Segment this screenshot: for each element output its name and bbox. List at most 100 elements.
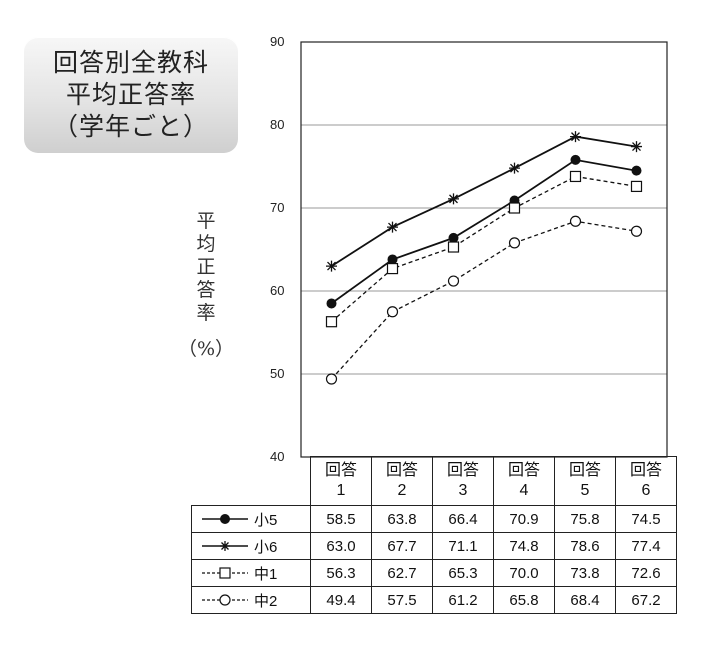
category-header-number: 6: [641, 482, 651, 499]
table-row: 中2 49.4 57.5 61.2 65.8 68.4 67.2: [191, 586, 677, 614]
data-point: [631, 165, 642, 176]
y-tick-label: 90: [270, 34, 284, 49]
table-cell: 74.8: [493, 532, 555, 560]
table-cell: 73.8: [554, 559, 616, 587]
category-header: 回答 6: [615, 456, 677, 506]
series-line: [330, 158, 637, 305]
chart-title-line-1: 回答別全教科: [52, 48, 209, 77]
y-axis-label-char: 正: [196, 256, 216, 278]
y-axis-label-char: 答: [196, 279, 216, 301]
table-row: 中1 56.3 62.7 65.3 70.0 73.8 72.6: [191, 559, 677, 587]
table-cell: 68.4: [554, 586, 616, 614]
table-cell: 67.2: [615, 586, 677, 614]
asterisk-line-legend-icon: [202, 541, 248, 551]
legend-label: 小5: [254, 511, 278, 529]
table-corner: [192, 457, 311, 506]
category-header: 回答 4: [493, 456, 555, 506]
table-cell: 71.1: [432, 532, 494, 560]
data-point: [387, 254, 398, 265]
y-axis-unit: （%）: [177, 338, 235, 360]
table-cell: 75.8: [554, 505, 616, 533]
category-header-number: 3: [458, 482, 468, 499]
filled-circle-line-legend-icon: [202, 514, 248, 524]
table-cell: 62.7: [371, 559, 433, 587]
category-header: 回答 1: [310, 456, 372, 506]
category-header-top: 回答: [385, 462, 418, 479]
data-point: [387, 221, 398, 233]
table-cell: 77.4: [615, 532, 677, 560]
y-tick-label: 80: [270, 117, 284, 132]
data-point: [386, 306, 399, 318]
table-cell: 65.8: [493, 586, 555, 614]
y-axis-label-char: 均: [196, 233, 216, 255]
table-row: 小5 58.5 63.8 66.4 70.9 75.8 74.5: [191, 505, 677, 533]
legend-label: 中1: [254, 565, 278, 583]
data-point: [448, 232, 459, 243]
category-header-number: 4: [519, 482, 529, 499]
data-point: [325, 373, 338, 385]
data-point: [630, 225, 643, 237]
y-tick-label: 70: [270, 200, 284, 215]
table-cell: 70.9: [493, 505, 555, 533]
open-circle-dashed-legend-icon: [202, 594, 248, 606]
category-header-number: 2: [397, 482, 407, 499]
legend-cell: 中2: [191, 586, 311, 614]
data-point: [570, 154, 581, 165]
data-point: [447, 241, 460, 253]
table-cell: 65.3: [432, 559, 494, 587]
data-point: [509, 162, 520, 174]
legend-cell: 小6: [191, 532, 311, 560]
open-square-dashed-legend-icon: [202, 567, 248, 579]
y-axis-label-char: 率: [196, 302, 216, 324]
table-cell: 61.2: [432, 586, 494, 614]
legend-label: 中2: [254, 592, 278, 610]
chart-title-box: 回答別全教科 平均正答率 （学年ごと）: [24, 37, 238, 153]
y-axis-label: 平 均 正 答 率 （%）: [178, 210, 234, 359]
category-header-row: 回答 1 回答 2 回答 3 回答 4 回答 5 回答 6: [192, 456, 677, 506]
table-cell: 67.7: [371, 532, 433, 560]
category-header-top: 回答: [629, 462, 662, 479]
y-tick-label: 50: [270, 366, 284, 381]
series-line: [331, 135, 637, 267]
chart-title-line-2: 平均正答率: [65, 80, 196, 109]
table-cell: 63.8: [371, 505, 433, 533]
data-point: [326, 298, 337, 309]
table-cell: 72.6: [615, 559, 677, 587]
category-header-number: 1: [336, 482, 346, 499]
data-point: [447, 275, 460, 287]
data-point: [631, 141, 642, 153]
table-cell: 57.5: [371, 586, 433, 614]
category-header-number: 5: [580, 482, 590, 499]
table-cell: 70.0: [493, 559, 555, 587]
data-point: [325, 316, 338, 328]
table-cell: 66.4: [432, 505, 494, 533]
data-point: [569, 215, 582, 227]
data-point: [630, 180, 643, 193]
table-cell: 49.4: [310, 586, 372, 614]
series-line: [331, 175, 637, 323]
table-cell: 78.6: [554, 532, 616, 560]
table-cell: 58.5: [310, 505, 372, 533]
y-axis-label-char: 平: [196, 210, 216, 232]
series-line: [331, 220, 637, 380]
category-header-top: 回答: [446, 462, 479, 479]
data-point: [508, 237, 521, 249]
data-point: [386, 262, 399, 275]
table-cell: 63.0: [310, 532, 372, 560]
table-cell: 74.5: [615, 505, 677, 533]
data-point: [569, 170, 582, 183]
data-table: 回答 1 回答 2 回答 3 回答 4 回答 5 回答 6 小5 58.5 63.8 66.…: [191, 456, 677, 614]
table-cell: 56.3: [310, 559, 372, 587]
category-header-top: 回答: [568, 462, 601, 479]
category-header-top: 回答: [324, 462, 357, 479]
table-row: 小6 63.0 67.7 71.1 74.8 78.6 77.4: [191, 532, 677, 560]
data-point: [508, 202, 521, 214]
legend-cell: 小5: [191, 505, 311, 533]
legend-label: 小6: [254, 538, 278, 556]
data-point: [448, 193, 459, 205]
chart-title-line-3: （学年ごと）: [52, 112, 209, 141]
category-header: 回答 2: [371, 456, 433, 506]
category-header-top: 回答: [507, 462, 540, 479]
category-header: 回答 3: [432, 456, 494, 506]
